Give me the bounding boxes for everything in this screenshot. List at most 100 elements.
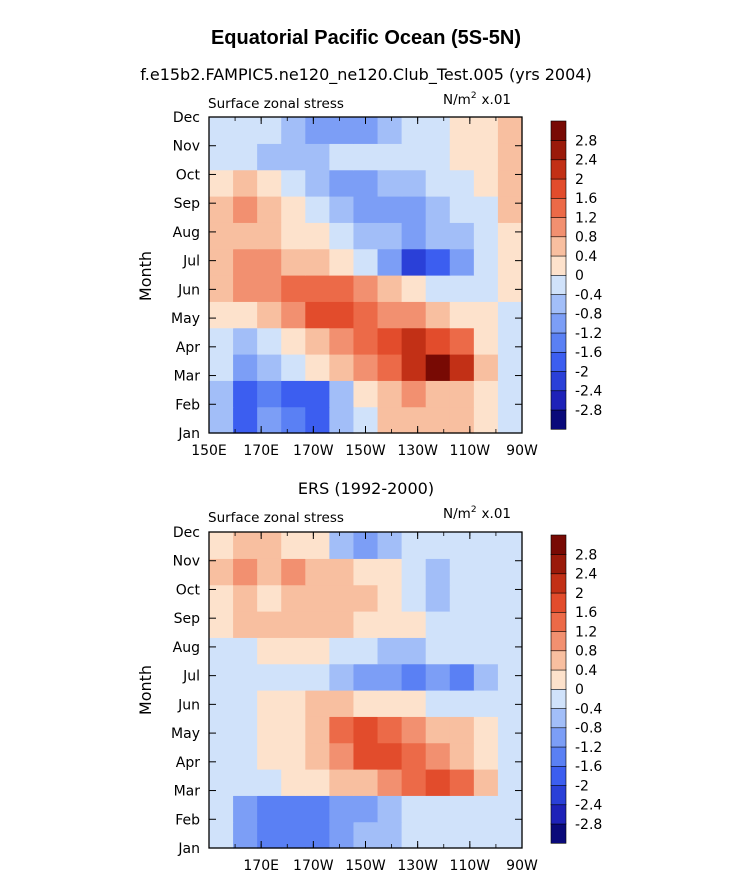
heatmap-cell — [425, 222, 451, 250]
heatmap-cell — [449, 690, 475, 717]
y-tick-label: Aug — [173, 640, 200, 656]
heatmap-cell — [449, 716, 475, 744]
heatmap-cell — [281, 611, 306, 638]
heatmap-cell — [233, 742, 258, 770]
heatmap-cell — [329, 327, 355, 355]
heatmap-cell — [233, 169, 258, 197]
x-tick-label: 150E — [191, 443, 227, 459]
heatmap-cell — [329, 248, 355, 276]
heatmap-cell — [209, 769, 234, 796]
colorbar-swatch — [550, 293, 567, 315]
heatmap-cell — [257, 380, 282, 408]
heatmap-cell — [353, 716, 379, 744]
heatmap-cell — [377, 637, 403, 665]
heatmap-cell — [209, 169, 234, 197]
heatmap-cell — [425, 117, 451, 144]
panel-observations: ERS (1992-2000) Surface zonal stress N/m… — [136, 479, 602, 874]
heatmap-cell — [449, 196, 475, 223]
heatmap-cell — [233, 222, 258, 250]
colorbar-swatch — [550, 534, 567, 555]
heatmap-cell — [449, 769, 475, 796]
heatmap-cell — [497, 380, 523, 408]
heatmap-cell — [401, 637, 427, 665]
heatmap-cell — [305, 196, 330, 223]
x-ticks: 170E 170W 150W 130W 110W 90W — [208, 532, 538, 874]
heatmap-cell — [401, 169, 427, 197]
heatmap-cell — [473, 716, 499, 744]
heatmap-cell — [209, 611, 234, 638]
colorbar-swatch — [550, 669, 567, 690]
heatmap-cell — [497, 795, 523, 823]
heatmap-cell — [329, 769, 355, 796]
heatmap-cell — [305, 248, 330, 276]
colorbar-label: 0 — [575, 268, 584, 284]
y-axis-label: Month — [136, 251, 155, 301]
heatmap-cell — [449, 354, 475, 381]
heatmap-cell — [305, 611, 330, 638]
colorbar-label: 0.4 — [575, 663, 597, 679]
colorbar-label: -1.2 — [575, 326, 602, 342]
colorbar-swatch — [550, 707, 567, 729]
heatmap-cell — [281, 637, 306, 665]
heatmap-cell — [497, 532, 523, 559]
heatmap-cell — [209, 742, 234, 770]
heatmap-cell — [473, 821, 499, 849]
heatmap-cell — [233, 558, 258, 586]
heatmap-cell — [401, 380, 427, 408]
heatmap-cell — [473, 690, 499, 717]
heatmap-cell — [233, 327, 258, 355]
heatmap-cell — [497, 663, 523, 691]
colorbar-swatch — [550, 274, 567, 295]
heatmap-cell — [353, 380, 379, 408]
heatmap-cell — [329, 301, 355, 329]
colorbar-label: -2 — [575, 364, 589, 380]
heatmap-cell — [401, 406, 427, 434]
heatmap-cell — [209, 406, 234, 434]
y-tick-label: Mar — [174, 784, 201, 800]
heatmap-cell — [233, 117, 258, 144]
heatmap-cell — [401, 742, 427, 770]
heatmap-cell — [497, 769, 523, 796]
heatmap-cell — [257, 301, 282, 329]
units-superscript: 2 — [471, 91, 477, 101]
heatmap-cell — [281, 690, 306, 717]
x-tick-label: 170E — [243, 858, 279, 874]
colorbar-label: -0.4 — [575, 701, 602, 717]
colorbar-swatch — [550, 197, 567, 218]
heatmap-cell — [257, 248, 282, 276]
heatmap-cell — [305, 406, 330, 434]
heatmap-cell — [449, 795, 475, 823]
colorbar-label: -1.6 — [575, 345, 602, 361]
heatmap-cell — [257, 716, 282, 744]
heatmap-cell — [281, 742, 306, 770]
heatmap-cell — [233, 663, 258, 691]
colorbar-swatch — [550, 255, 567, 276]
heatmap-cell — [281, 222, 306, 250]
heatmap-cell — [353, 690, 379, 717]
heatmap-cell — [305, 690, 330, 717]
colorbar-swatch — [550, 823, 567, 844]
y-tick-label: Dec — [173, 110, 200, 126]
heatmap-cell — [305, 532, 330, 559]
heatmap-cell — [257, 558, 282, 586]
heatmap-cell — [425, 169, 451, 197]
heatmap-cell — [353, 196, 379, 223]
heatmap-cell — [329, 558, 355, 586]
heatmap-cell — [497, 301, 523, 329]
colorbar-swatch — [550, 120, 567, 141]
heatmap-cell — [233, 406, 258, 434]
heatmap-cell — [425, 248, 451, 276]
heatmap-cell — [425, 769, 451, 796]
heatmap-cell — [473, 143, 499, 171]
colorbar-swatch — [550, 390, 567, 411]
colorbar-label: 2 — [575, 586, 584, 602]
heatmap-cell — [305, 380, 330, 408]
colorbar-label: -2.4 — [575, 798, 602, 814]
heatmap-cell — [377, 169, 403, 197]
colorbar-label: 0.8 — [575, 230, 597, 246]
heatmap-cell — [401, 117, 427, 144]
colorbar-label: -2.4 — [575, 384, 602, 400]
heatmap-cell — [377, 248, 403, 276]
heatmap-cell — [377, 584, 403, 612]
